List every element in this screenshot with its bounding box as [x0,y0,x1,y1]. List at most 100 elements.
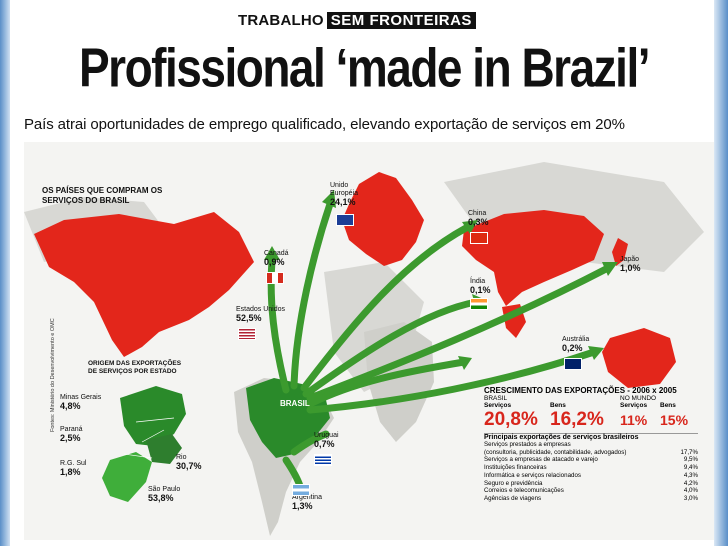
export-row: Agências de viagens 3,0% [484,495,698,503]
export-arrows [267,200,612,490]
mg-name: Minas Gerais [60,394,102,401]
world-map-graphic [24,162,704,536]
export-row: Informática e serviços relacionados 4,3% [484,472,698,480]
canada-name: Canadá [264,250,289,257]
uruguay-name: Uruguai [314,432,339,439]
argentina-name: Argentina [292,494,322,501]
states-title-line2: DE SERVIÇOS POR ESTADO [88,368,177,375]
label-rio: Rio 30,7% [176,454,202,471]
growth-region-row: BRASIL NO MUNDO [484,395,698,402]
growth-values: 20,8% 16,2% 11% 15% [484,409,698,431]
argentina-value: 1,3% [292,501,313,511]
export-item: Serviços a empresas de atacado e varejo [484,456,598,464]
col-world-bens: Bens [660,402,676,409]
china-name: China [468,210,487,217]
value-brasil-servicos: 20,8% [484,409,538,430]
export-row: Correios e telecomunicações 4,0% [484,487,698,495]
export-value: 4,0% [683,487,698,495]
value-world-servicos: 11% [620,412,648,428]
export-item: (consultoria, publicidade, contabilidade… [484,448,627,456]
canada-flag-icon [266,272,284,284]
label-australia: Austrália 0,2% [562,336,590,353]
pr-name: Paraná [60,426,83,433]
sp-name: São Paulo [148,486,181,493]
mg-value: 4,8% [60,401,81,411]
india-value: 0,1% [470,285,491,295]
japan-shape [612,238,628,266]
label-argentina: Argentina 1,3% [292,494,322,511]
uruguay-flag-icon [314,454,332,466]
eu-value: 24,1% [330,197,356,207]
export-row: (consultoria, publicidade, contabilidade… [484,449,698,457]
growth-col-headers: Serviços Bens Serviços Bens [484,402,698,409]
brasil-col-label: BRASIL [484,395,508,402]
export-row: Serviços a empresas de atacado e varejo 9… [484,456,698,464]
china-shape [462,210,604,306]
export-value: 4,2% [683,479,698,487]
europe-shape [342,172,424,266]
japan-name: Japão [620,256,640,263]
exports-list: Serviços prestados a empresas (consultori… [484,441,698,503]
australia-shape [602,328,676,388]
eu-flag-icon [336,214,354,226]
states-section-title: ORIGEM DAS EXPORTAÇÕES DE SERVIÇOS POR E… [88,360,181,376]
world-col-label: NO MUNDO [620,395,657,402]
export-item: Serviços prestados a empresas [484,441,571,448]
usa-value: 52,5% [236,313,262,323]
label-minas-gerais: Minas Gerais 4,8% [60,394,102,411]
source-credit: Fontes: Ministério do Desenvolvimento e … [50,318,56,432]
eu-name-1: Unido [330,182,349,189]
export-item: Instituições financeiras [484,464,547,472]
value-world-bens: 15% [660,412,689,428]
export-item: Informática e serviços relacionados [484,471,581,479]
buyers-title-line2: SERVIÇOS DO BRASIL [42,196,130,205]
slide-left-edge [0,0,10,546]
usa-name: Estados Unidos [236,306,286,313]
label-japan: Japão 1,0% [620,256,641,273]
value-brasil-bens: 16,2% [550,409,604,430]
rs-name: R.G. Sul [60,460,87,467]
subheadline: País atrai oportunidades de emprego qual… [24,116,625,133]
sp-value: 53,8% [148,493,174,503]
slide-right-edge [714,0,728,546]
north-america-shape [34,212,254,357]
kicker-box: SEM FRONTEIRAS [326,12,476,29]
rio-value: 30,7% [176,461,202,471]
kicker: TRABALHO SEM FRONTEIRAS [238,12,476,29]
headline: Profissional ‘made in Brazil’ [79,37,651,99]
export-value: 9,5% [683,456,698,464]
china-value: 0,3% [468,217,489,227]
export-item: Seguro e previdência [484,479,543,487]
buyers-title-line1: OS PAÍSES QUE COMPRAM OS [42,186,163,195]
pr-value: 2,5% [60,433,81,443]
japan-value: 1,0% [620,263,641,273]
label-parana: Paraná 2,5% [60,426,83,443]
rs-state-shape [102,452,152,502]
uruguay-value: 0,7% [314,439,335,449]
australia-name: Austrália [562,336,590,343]
rio-name: Rio [176,454,187,461]
brasil-label: BRASIL [280,399,310,408]
exports-title: Principais exportações de serviços brasi… [484,433,698,441]
export-value: 3,0% [683,494,698,502]
australia-value: 0,2% [562,343,583,353]
usa-flag-icon [238,328,256,340]
buyers-section-title: OS PAÍSES QUE COMPRAM OS SERVIÇOS DO BRA… [42,186,162,206]
infographic-map: OS PAÍSES QUE COMPRAM OS SERVIÇOS DO BRA… [24,142,714,540]
export-value: 4,3% [683,471,698,479]
export-row: Seguro e previdência 4,2% [484,480,698,488]
label-uruguay: Uruguai 0,7% [314,432,339,449]
export-item: Agências de viagens [484,494,542,502]
india-name: Índia [470,278,486,285]
india-flag-icon [470,298,488,310]
growth-panel: CRESCIMENTO DAS EXPORTAÇÕES - 2006 x 200… [484,386,698,503]
col-brasil-bens: Bens [550,402,566,409]
label-sao-paulo: São Paulo 53,8% [148,486,181,503]
export-item: Correios e telecomunicações [484,487,564,495]
label-india: Índia 0,1% [470,278,491,295]
label-canada: Canadá 0,9% [264,250,289,267]
states-inset-shape [120,386,186,446]
label-eu: Unido Européia 24,1% [330,182,358,207]
states-title-line1: ORIGEM DAS EXPORTAÇÕES [88,360,182,367]
export-value: 9,4% [683,464,698,472]
